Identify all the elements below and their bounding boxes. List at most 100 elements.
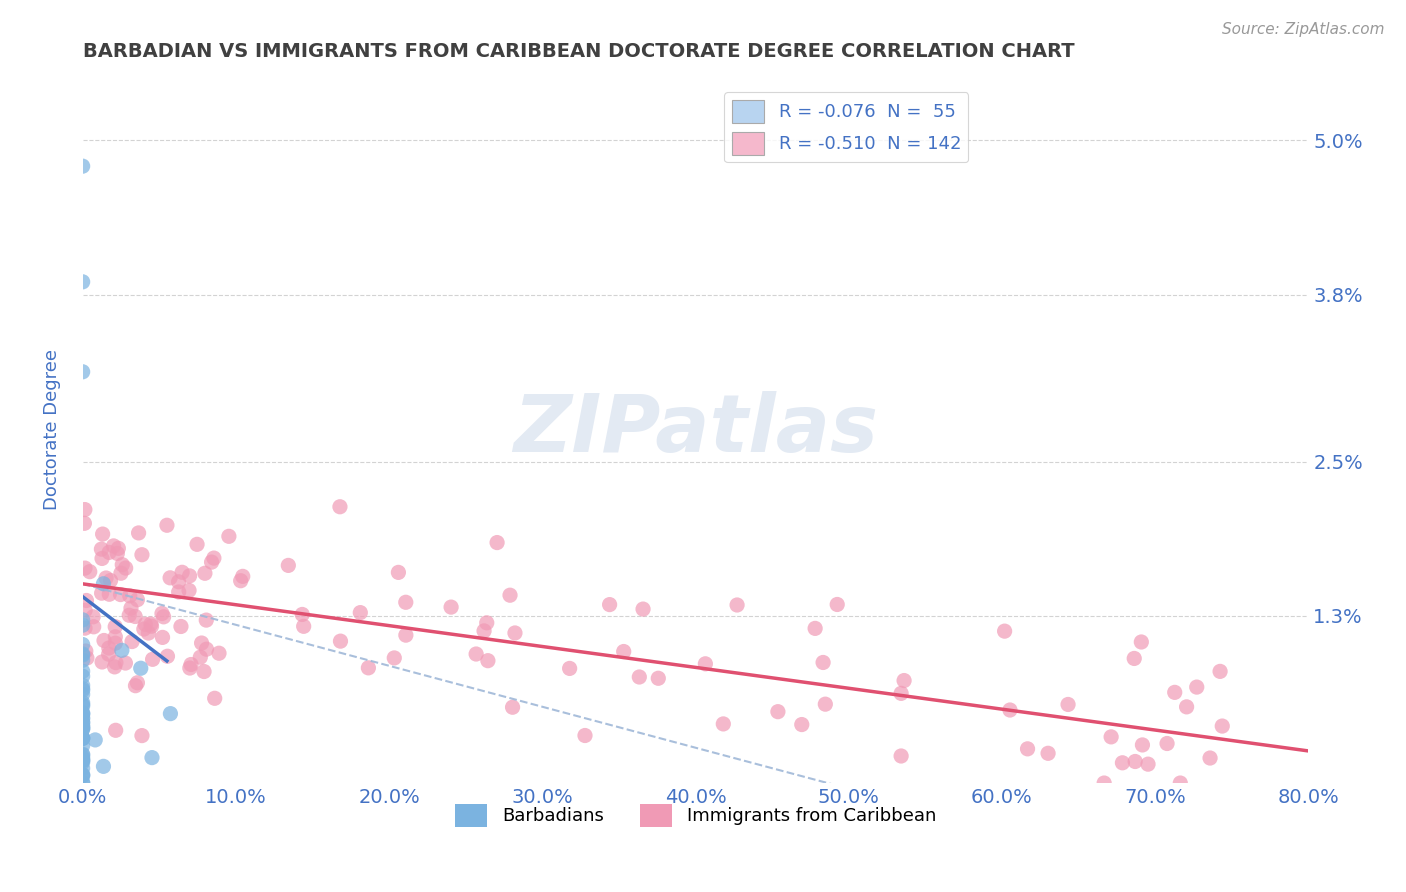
Point	[893, 673, 915, 688]
Point	[599, 598, 621, 612]
Point	[72, 750, 94, 764]
Point	[1057, 698, 1080, 712]
Point	[440, 600, 463, 615]
Point	[208, 646, 231, 660]
Point	[134, 617, 156, 632]
Y-axis label: Doctorate Degree: Doctorate Degree	[44, 349, 60, 510]
Point	[695, 657, 717, 671]
Point	[72, 712, 94, 726]
Point	[72, 721, 94, 735]
Point	[1168, 776, 1191, 790]
Point	[129, 661, 152, 675]
Point	[1092, 776, 1115, 790]
Point	[186, 537, 208, 551]
Point	[141, 750, 163, 764]
Point	[152, 610, 174, 624]
Point	[1209, 665, 1232, 679]
Point	[1123, 651, 1146, 665]
Point	[72, 687, 94, 701]
Point	[472, 624, 495, 638]
Point	[814, 697, 837, 711]
Point	[72, 747, 94, 762]
Point	[132, 622, 155, 636]
Point	[72, 756, 94, 770]
Point	[72, 731, 94, 746]
Point	[111, 643, 134, 657]
Text: BARBADIAN VS IMMIGRANTS FROM CARIBBEAN DOCTORATE DEGREE CORRELATION CHART: BARBADIAN VS IMMIGRANTS FROM CARIBBEAN D…	[83, 42, 1074, 61]
Point	[499, 588, 522, 602]
Point	[73, 621, 96, 635]
Point	[131, 729, 153, 743]
Point	[711, 717, 734, 731]
Point	[890, 686, 912, 700]
Point	[142, 652, 165, 666]
Legend: Barbadians, Immigrants from Caribbean: Barbadians, Immigrants from Caribbean	[447, 797, 943, 834]
Point	[124, 609, 146, 624]
Point	[127, 592, 149, 607]
Point	[118, 608, 141, 623]
Point	[790, 717, 813, 731]
Point	[93, 633, 115, 648]
Point	[152, 631, 174, 645]
Point	[97, 647, 120, 661]
Point	[72, 706, 94, 721]
Point	[72, 613, 94, 627]
Point	[574, 729, 596, 743]
Point	[172, 566, 194, 580]
Point	[104, 656, 127, 670]
Point	[104, 723, 127, 738]
Point	[628, 670, 651, 684]
Point	[465, 647, 488, 661]
Point	[105, 546, 128, 560]
Point	[93, 576, 115, 591]
Point	[477, 654, 499, 668]
Point	[120, 601, 142, 615]
Point	[1211, 719, 1233, 733]
Point	[1036, 747, 1059, 761]
Point	[349, 606, 371, 620]
Point	[195, 642, 218, 657]
Point	[72, 768, 94, 782]
Point	[475, 615, 498, 630]
Point	[94, 571, 117, 585]
Point	[121, 634, 143, 648]
Point	[190, 636, 212, 650]
Point	[72, 707, 94, 722]
Point	[72, 731, 94, 746]
Point	[229, 574, 252, 588]
Point	[97, 641, 120, 656]
Point	[139, 617, 162, 632]
Point	[82, 609, 104, 624]
Point	[395, 628, 418, 642]
Point	[91, 551, 114, 566]
Point	[73, 502, 96, 516]
Point	[292, 619, 315, 633]
Point	[179, 661, 201, 675]
Point	[72, 722, 94, 736]
Text: Source: ZipAtlas.com: Source: ZipAtlas.com	[1222, 22, 1385, 37]
Point	[72, 696, 94, 710]
Point	[1156, 737, 1178, 751]
Point	[91, 527, 114, 541]
Point	[72, 638, 94, 652]
Point	[1199, 751, 1222, 765]
Point	[825, 598, 848, 612]
Point	[104, 630, 127, 644]
Point	[100, 574, 122, 588]
Point	[156, 649, 179, 664]
Point	[647, 671, 669, 685]
Point	[127, 675, 149, 690]
Point	[114, 561, 136, 575]
Point	[195, 613, 218, 627]
Point	[193, 665, 215, 679]
Point	[1123, 755, 1146, 769]
Point	[72, 731, 94, 746]
Point	[72, 722, 94, 736]
Point	[72, 275, 94, 289]
Point	[111, 558, 134, 572]
Point	[188, 650, 211, 665]
Point	[72, 775, 94, 789]
Point	[72, 698, 94, 713]
Point	[128, 525, 150, 540]
Point	[75, 593, 97, 607]
